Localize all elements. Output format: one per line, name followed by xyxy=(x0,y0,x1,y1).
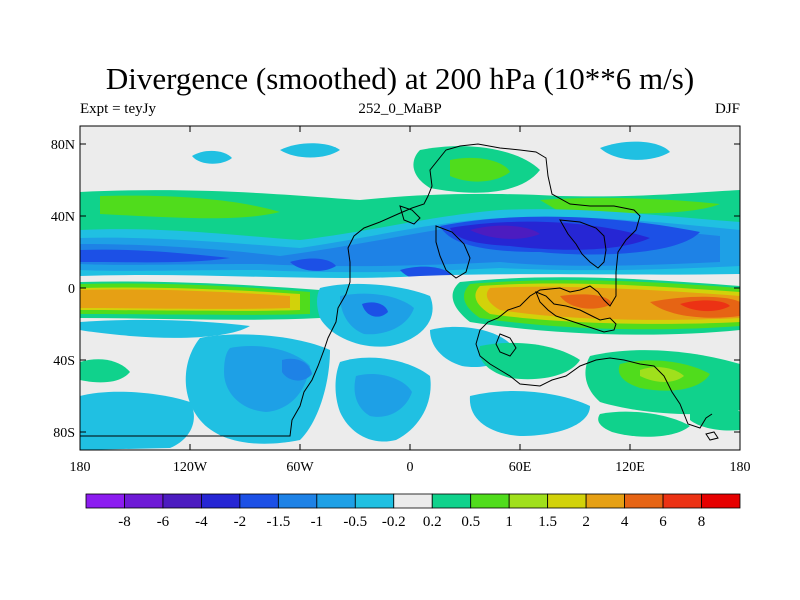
contour-shape xyxy=(362,302,388,317)
colorbar-swatch xyxy=(354,493,395,509)
contour-shape xyxy=(280,143,340,158)
coastline xyxy=(535,291,617,333)
colorbar-label: -1.5 xyxy=(266,514,290,530)
contour-shape xyxy=(680,300,730,312)
colorbar-swatch xyxy=(470,493,510,509)
colorbar-swatch xyxy=(162,493,202,509)
colorbar-swatch xyxy=(662,493,702,509)
colorbar-swatch xyxy=(585,493,625,509)
contour-shape xyxy=(560,294,612,309)
colorbar-label: -8 xyxy=(118,514,131,530)
colorbar-swatch xyxy=(277,493,318,509)
plot-title: Divergence (smoothed) at 200 hPa (10**6 … xyxy=(105,61,695,96)
colorbar: -8 -6 -4 -2 -1.5 -1 -0.5 -0.2 0.2 0.5 1 1.5 2 4 6 8 xyxy=(85,493,741,530)
lon-tick-label: 120E xyxy=(615,460,645,475)
colorbar-label: -4 xyxy=(195,514,208,530)
contour-shape xyxy=(354,373,412,417)
colorbar-swatch xyxy=(624,493,664,509)
experiment-label: Expt = teyJy xyxy=(80,101,156,117)
colorbar-label: 0.2 xyxy=(423,514,442,530)
coastline xyxy=(495,333,517,357)
lon-tick-label: 60W xyxy=(286,460,314,475)
contour-shape xyxy=(479,342,580,380)
contour-shape xyxy=(80,249,230,263)
contour-shape xyxy=(600,141,670,160)
contour-shape xyxy=(282,358,312,381)
colorbar-label: 2 xyxy=(582,514,590,530)
season-label: DJF xyxy=(714,101,740,117)
lon-tick-label: 120W xyxy=(173,460,208,475)
lon-tick-label: 180 xyxy=(70,460,91,475)
coastline xyxy=(399,205,421,225)
contour-shape xyxy=(470,225,540,239)
colorbar-label: 6 xyxy=(659,514,667,530)
colorbar-swatch xyxy=(701,493,741,509)
contour-shape xyxy=(80,289,290,309)
contour-shape xyxy=(469,391,590,436)
lat-tick-label: 80S xyxy=(53,426,75,441)
lat-tick-label: 0 xyxy=(68,282,75,297)
contour-shape xyxy=(290,258,336,271)
experiment-id-label: 252_0_MaBP xyxy=(358,101,442,117)
colorbar-label: 8 xyxy=(698,514,706,530)
axis-ticks: 80N 40N 0 40S 80S 180 120W 60W 0 60E 120E 180 xyxy=(51,126,751,475)
colorbar-swatch xyxy=(431,493,472,509)
colorbar-label: -1 xyxy=(311,514,324,530)
colorbar-swatch xyxy=(239,493,279,509)
colorbar-swatch xyxy=(124,493,164,509)
contour-shape xyxy=(100,195,280,219)
colorbar-swatch xyxy=(201,493,241,509)
contour-shape xyxy=(80,391,194,450)
coastline xyxy=(559,219,607,269)
lon-tick-label: 60E xyxy=(509,460,532,475)
contour-shape xyxy=(598,411,690,437)
contour-shape xyxy=(80,319,250,338)
colorbar-label: 1.5 xyxy=(538,514,557,530)
colorbar-swatch xyxy=(316,493,356,509)
lat-tick-label: 40N xyxy=(51,210,75,225)
contour-shape xyxy=(80,359,130,383)
colorbar-swatch xyxy=(393,493,433,509)
colorbar-swatch xyxy=(547,493,587,509)
colorbar-swatch xyxy=(508,493,549,509)
lat-tick-label: 40S xyxy=(53,354,75,369)
colorbar-label: -0.2 xyxy=(382,514,406,530)
colorbar-label: -2 xyxy=(234,514,247,530)
lat-tick-label: 80N xyxy=(51,138,75,153)
colorbar-label: 4 xyxy=(621,514,629,530)
coastline xyxy=(80,143,713,437)
contour-shape xyxy=(450,157,510,182)
map-field xyxy=(80,126,740,450)
coastline xyxy=(705,431,719,441)
coastline xyxy=(435,225,471,279)
contour-shape xyxy=(192,150,232,164)
contour-shape xyxy=(540,197,720,214)
colorbar-label: 0.5 xyxy=(461,514,480,530)
colorbar-label: 1 xyxy=(505,514,513,530)
colorbar-label: -6 xyxy=(157,514,170,530)
colorbar-swatch xyxy=(85,493,125,509)
lon-tick-label: 180 xyxy=(730,460,751,475)
colorbar-label: -0.5 xyxy=(343,514,367,530)
lon-tick-label: 0 xyxy=(407,460,414,475)
